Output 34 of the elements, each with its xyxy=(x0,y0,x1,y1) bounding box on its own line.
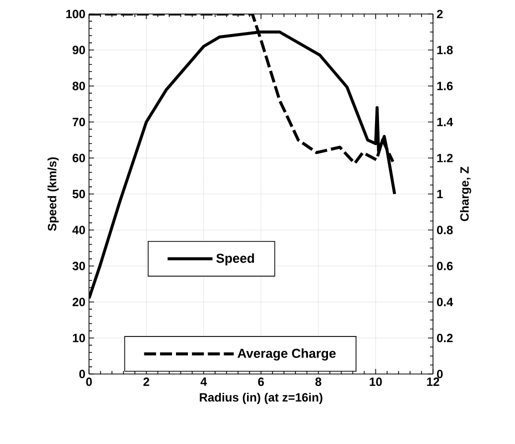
x-tick-label: 0 xyxy=(86,378,92,386)
y2-tick-label: 1.6 xyxy=(437,82,453,90)
text: Average Charge xyxy=(238,348,336,361)
y2-tick-label: 1.4 xyxy=(437,118,454,126)
y-tick-label: 50 xyxy=(72,190,85,198)
y-axis-title: Speed (km/s) xyxy=(48,157,59,231)
y2-axis-title: Charge, Z xyxy=(460,166,472,222)
y2-tick-label: 0.4 xyxy=(436,298,454,306)
y-tick-label: 80 xyxy=(72,82,85,90)
y2-tick-label: 0 xyxy=(436,370,443,378)
y-tick-label: 30 xyxy=(72,262,85,270)
x-tick-label: 10 xyxy=(370,378,382,386)
y2-tick-label: 1 xyxy=(437,190,443,198)
y2-tick-label: 2 xyxy=(436,10,443,18)
x-tick-label: 2 xyxy=(143,378,150,386)
y-tick-label: 0 xyxy=(79,370,85,378)
x-tick-label: 8 xyxy=(315,378,322,386)
y2-tick-label: 0.8 xyxy=(436,226,453,234)
y-tick-label: 100 xyxy=(66,10,85,18)
y2-tick-label: 1.8 xyxy=(437,46,453,54)
y-tick-label: 20 xyxy=(72,298,85,306)
y2-tick-label: 1.2 xyxy=(437,154,453,162)
x-axis-title: Radius (in) (at z=16in) xyxy=(200,392,322,404)
y2-tick-label: 0.6 xyxy=(436,262,453,270)
y-tick-label: 40 xyxy=(72,226,85,234)
y-tick-label: 70 xyxy=(72,118,85,126)
legend-label: Speed xyxy=(216,253,254,266)
x-tick-label: 12 xyxy=(427,378,440,386)
x-tick-label: 4 xyxy=(200,378,207,386)
y-tick-label: 90 xyxy=(72,46,85,54)
x-tick-label: 6 xyxy=(258,378,264,386)
y-tick-label: 10 xyxy=(72,334,85,342)
y2-tick-label: 0.2 xyxy=(436,334,453,342)
y-tick-label: 60 xyxy=(72,154,85,162)
